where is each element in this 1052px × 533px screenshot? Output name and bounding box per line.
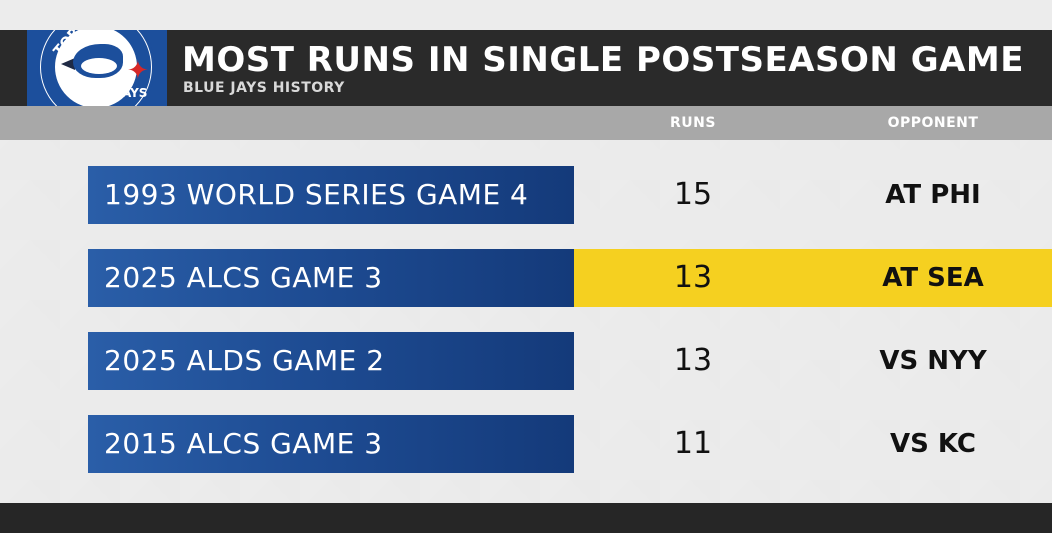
logo-ring (41, 30, 151, 106)
row-runs-value: 13 (673, 260, 713, 295)
row-opponent-value: AT SEA (882, 263, 984, 293)
row-opponent-value: VS NYY (879, 346, 987, 376)
bird-cheek-icon (81, 58, 117, 74)
row-opponent-value: VS KC (890, 429, 976, 459)
table-row: 2015 ALCS GAME 3 11 VS KC (0, 415, 1052, 473)
row-game-label: 2025 ALCS GAME 3 (88, 249, 574, 307)
row-game-label: 1993 WORLD SERIES GAME 4 (88, 166, 574, 224)
page-subtitle: BLUE JAYS HISTORY (183, 80, 345, 96)
row-highlight (574, 249, 1052, 307)
row-runs-value: 15 (673, 177, 713, 212)
table-row: 2025 ALDS GAME 2 13 VS NYY (0, 332, 1052, 390)
page-title: MOST RUNS IN SINGLE POSTSEASON GAME (182, 40, 1024, 80)
row-game-label: 2015 ALCS GAME 3 (88, 415, 574, 473)
column-header-runs: RUNS (670, 115, 716, 131)
column-header-opponent: OPPONENT (887, 115, 979, 131)
row-runs-value: 13 (673, 343, 713, 378)
header-bar (0, 30, 1052, 106)
logo-word-bottom: BLUE JAYS (79, 86, 148, 100)
row-game-label: 2025 ALDS GAME 2 (88, 332, 574, 390)
row-opponent-value: AT PHI (885, 180, 981, 210)
table-row-highlighted: 2025 ALCS GAME 3 13 AT SEA (0, 249, 1052, 307)
table-row: 1993 WORLD SERIES GAME 4 15 AT PHI (0, 166, 1052, 224)
blue-jays-logo-icon: TOR BLUE JAYS ✦ (27, 30, 167, 106)
footer-bar (0, 503, 1052, 533)
top-strip (0, 0, 1052, 30)
row-runs-value: 11 (673, 426, 713, 461)
bird-beak-icon (61, 58, 75, 70)
column-header-bar (0, 106, 1052, 140)
maple-leaf-icon: ✦ (127, 56, 149, 86)
